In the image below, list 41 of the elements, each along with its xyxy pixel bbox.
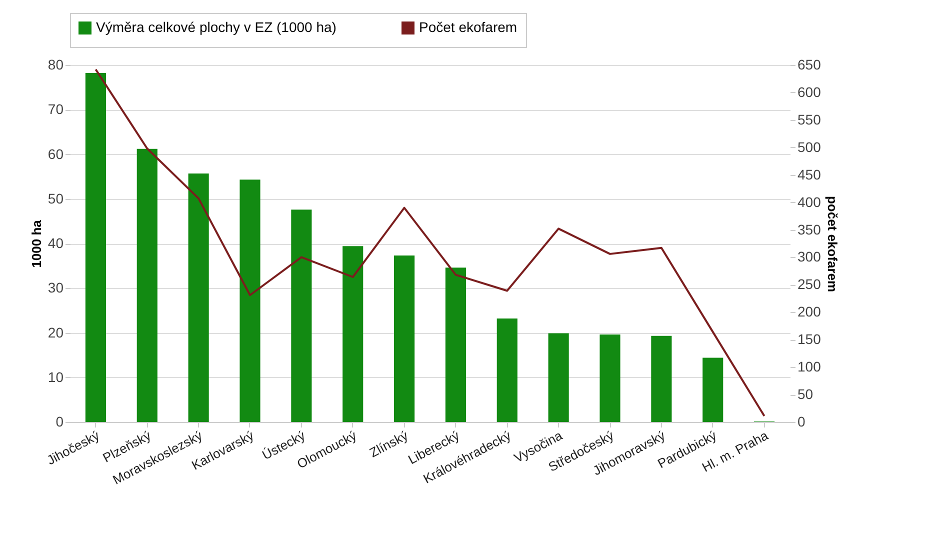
y-tick-label: 40 xyxy=(48,235,64,251)
bar xyxy=(85,73,106,422)
bar xyxy=(240,180,260,422)
y-tick-label: 80 xyxy=(48,56,64,72)
y-tick-label: 30 xyxy=(48,280,64,296)
bar xyxy=(188,173,209,422)
y2-tick-label: 450 xyxy=(798,166,822,182)
y2-tick-label: 600 xyxy=(798,84,822,100)
bar xyxy=(291,210,312,422)
legend-label: Počet ekofarem xyxy=(419,19,518,35)
bar xyxy=(496,318,518,422)
y2-tick-label: 100 xyxy=(798,358,822,375)
y2-tick-label: 0 xyxy=(798,414,806,430)
y2-tick-label: 300 xyxy=(798,248,822,265)
bar xyxy=(136,148,158,422)
y2-tick-label: 150 xyxy=(798,331,822,348)
bar xyxy=(600,334,620,422)
y-tick-label: 10 xyxy=(48,368,64,385)
y-axis-title: 1000 ha xyxy=(28,219,44,268)
y2-tick-label: 50 xyxy=(798,386,814,402)
y2-tick-label: 200 xyxy=(798,304,822,320)
y-tick-label: 60 xyxy=(48,146,64,162)
y-tick-label: 20 xyxy=(48,324,64,340)
y2-tick-label: 650 xyxy=(798,56,822,72)
bar xyxy=(394,256,415,422)
bar xyxy=(651,336,672,422)
y2-tick-label: 400 xyxy=(798,194,822,210)
bar xyxy=(342,246,364,422)
y2-tick-label: 550 xyxy=(798,111,822,128)
line-series xyxy=(94,68,766,417)
y-tick-label: 70 xyxy=(48,101,64,118)
y2-axis-title: počet ekofarem xyxy=(824,196,840,292)
y-tick-label: 50 xyxy=(48,190,64,206)
y2-tick-label: 500 xyxy=(798,138,822,155)
legend-label: Výměra celkové plochy v EZ (1000 ha) xyxy=(96,19,336,35)
bar xyxy=(548,333,569,422)
y2-tick-label: 350 xyxy=(798,221,822,238)
bar xyxy=(702,358,724,422)
y2-tick-label: 250 xyxy=(798,276,822,292)
bar xyxy=(445,268,466,422)
y-tick-label: 0 xyxy=(56,414,64,430)
